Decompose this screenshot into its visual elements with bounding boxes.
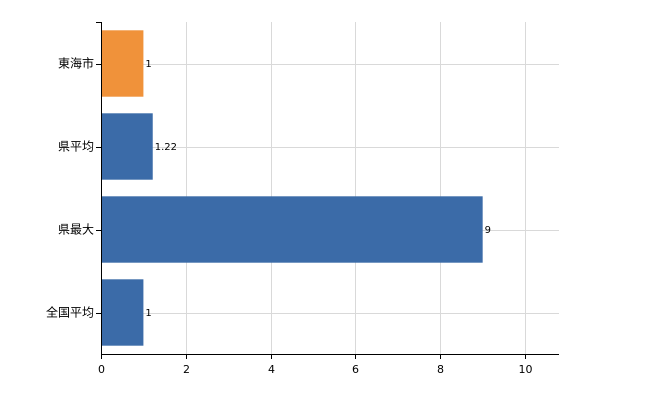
y-tick-label: 県最大 [58,223,94,237]
grid-lines [101,22,559,354]
bar [101,30,144,97]
x-tick-label: 2 [183,363,190,376]
bar-value-label: 1 [145,59,151,70]
axes [101,22,559,355]
bar-value-label: 1.22 [155,142,177,153]
bar-value-label: 9 [485,225,491,236]
y-tick-label: 東海市 [58,56,94,71]
x-tick-label: 8 [437,363,444,376]
bar [101,279,144,346]
x-tick-label: 4 [268,363,275,376]
x-tick-label: 10 [519,363,533,376]
bar [101,113,153,180]
y-tick-label: 全国平均 [46,305,94,320]
x-tick-label: 6 [352,363,359,376]
bars [101,30,483,346]
bar [101,196,483,263]
bar-value-label: 1 [145,308,151,319]
y-tick-label: 県平均 [58,140,94,154]
x-tick-label: 0 [98,363,105,376]
labels: 0 2 4 6 8 10 東海市 1 県平均 1.22 県最大 9 全国平均 1 [46,22,533,376]
